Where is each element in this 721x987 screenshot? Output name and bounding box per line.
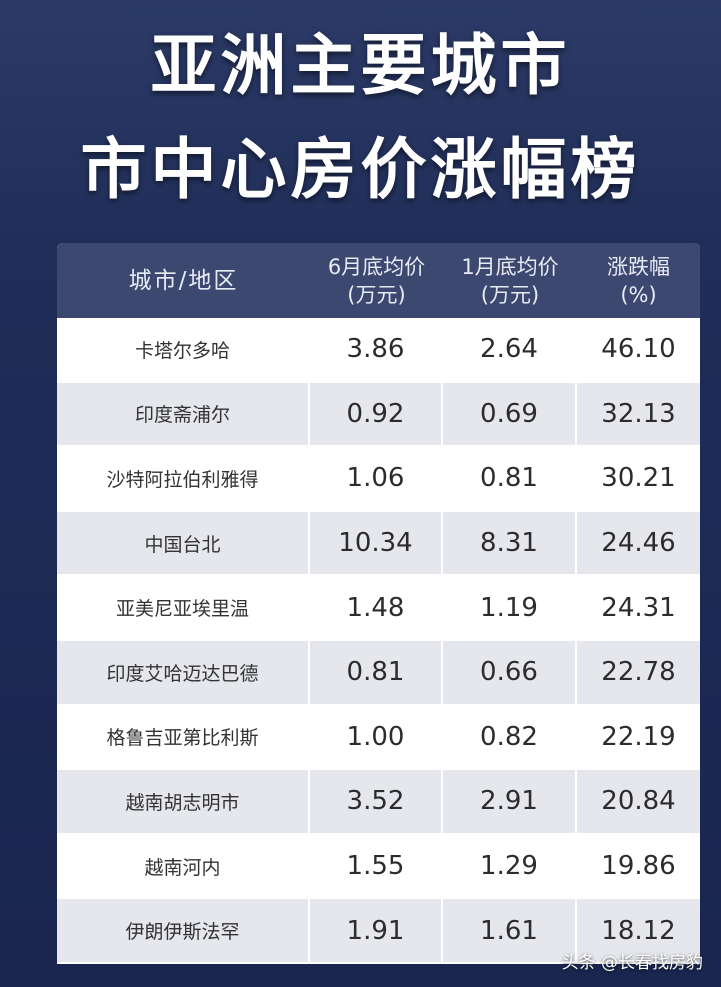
table-row: 亚美尼亚埃里温 1.48 1.19 24.31 [57,576,700,641]
watermark: 头条 @长春找房豹 [561,953,703,973]
header-text: (%) [620,282,657,307]
value-cell: 10.34 [310,511,443,577]
city-cell: 中国台北 [57,511,310,577]
value-cell: 1.61 [443,899,577,964]
header-cell: 涨跌幅 (%) [577,243,700,318]
value-cell: 3.86 [310,318,443,383]
city-cell: 格鲁吉亚第比利斯 [57,705,310,771]
header-text: (万元) [347,282,406,307]
header-text: 涨跌幅 [607,254,670,279]
header-cell: 6月底均价 (万元) [310,243,443,318]
value-cell: 1.06 [310,447,443,512]
value-cell: 18.12 [577,899,700,964]
table-row: 印度艾哈迈达巴德 0.81 0.66 22.78 [57,640,700,706]
value-cell: 1.55 [310,834,443,900]
city-cell: 亚美尼亚埃里温 [57,576,310,641]
value-cell: 0.92 [310,382,443,448]
value-cell: 0.82 [443,705,577,771]
table: 城市/地区 6月底均价 (万元) 1月底均价 (万元) 涨跌幅 (%) 卡塔尔多哈 3.86 2.… [57,243,700,964]
value-cell: 46.10 [577,318,700,383]
value-cell: 0.66 [443,640,577,706]
value-cell: 30.21 [577,447,700,512]
value-cell: 2.91 [443,770,577,835]
title-line: 市中心房价涨幅榜 [80,131,641,208]
table-row: 卡塔尔多哈 3.86 2.64 46.10 [57,318,700,383]
value-cell: 32.13 [577,383,700,448]
table-row: 印度斋浦尔 0.92 0.69 32.13 [57,382,700,448]
value-cell: 22.78 [577,641,700,706]
value-cell: 0.81 [443,447,577,512]
table-row: 沙特阿拉伯利雅得 1.06 0.81 30.21 [57,447,700,512]
header-text: 1月底均价 [461,254,559,279]
value-cell: 1.48 [310,576,443,641]
table-row: 伊朗伊斯法罕 1.91 1.61 18.12 [57,899,700,964]
city-cell: 越南胡志明市 [57,770,310,835]
city-cell: 伊朗伊斯法罕 [57,899,310,964]
title-line: 亚洲主要城市 [150,27,571,104]
table-row: 越南胡志明市 3.52 2.91 20.84 [57,770,700,835]
value-cell: 0.81 [310,640,443,706]
header-text: (万元) [480,282,540,307]
header-row: 城市/地区 6月底均价 (万元) 1月底均价 (万元) 涨跌幅 (%) [57,243,700,318]
value-cell: 0.69 [443,382,577,448]
city-cell: 卡塔尔多哈 [57,318,310,383]
header-cell: 城市/地区 [57,243,310,318]
city-cell: 沙特阿拉伯利雅得 [57,447,310,512]
header-text: 6月底均价 [327,254,426,279]
city-cell: 印度艾哈迈达巴德 [57,640,310,706]
value-cell: 1.91 [310,899,443,964]
value-cell: 24.31 [577,576,700,641]
value-cell: 2.64 [443,318,577,383]
value-cell: 8.31 [443,511,577,577]
table-row: 格鲁吉亚第比利斯 1.00 0.82 22.19 [57,705,700,771]
value-cell: 22.19 [577,706,700,771]
table-row: 中国台北 10.34 8.31 24.46 [57,511,700,577]
city-cell: 印度斋浦尔 [57,382,310,448]
header-text: 城市/地区 [128,267,239,294]
header-cell: 1月底均价 (万元) [443,243,577,318]
value-cell: 1.29 [443,834,577,900]
table-body: 卡塔尔多哈 3.86 2.64 46.10 印度斋浦尔 0.92 0.69 32.13 沙特阿拉… [57,318,700,964]
table-row: 越南河内 1.55 1.29 19.86 [57,834,700,900]
value-cell: 3.52 [310,770,443,835]
value-cell: 1.19 [443,576,577,641]
value-cell: 1.00 [310,705,443,771]
city-cell: 越南河内 [57,834,310,900]
value-cell: 24.46 [577,512,700,577]
value-cell: 19.86 [577,835,700,900]
value-cell: 20.84 [577,770,700,835]
